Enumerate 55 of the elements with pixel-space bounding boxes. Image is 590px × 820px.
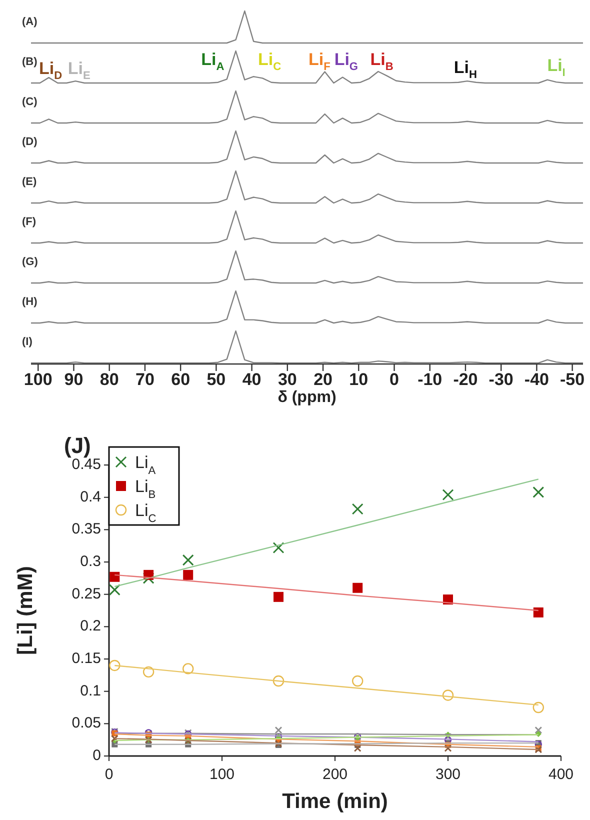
y-tick-label: 0.4 — [80, 488, 101, 506]
x-tick-label: 20 — [314, 370, 332, 389]
annotation: Li$_{B}$ — [370, 50, 394, 73]
x-tick-label: 40 — [242, 370, 262, 389]
x-tick-label: 100 — [209, 766, 235, 783]
x-tick-label: 300 — [435, 766, 461, 783]
annotation: (G) — [22, 256, 38, 268]
x-tick-label: -50 — [560, 370, 585, 389]
y-tick-label: 0.25 — [72, 585, 101, 602]
y-tick-label: 0.05 — [72, 714, 101, 732]
x-tick-label: 400 — [548, 766, 574, 783]
annotation: Li$_{A}$ — [201, 50, 224, 73]
annotation: (E) — [22, 176, 37, 188]
x-tick-label: 0 — [104, 766, 114, 783]
annotation: (H) — [22, 296, 38, 308]
y-tick-label: 0.2 — [80, 618, 101, 635]
annotation: (A) — [22, 16, 38, 28]
x-tick-label: 70 — [136, 370, 154, 389]
x-tick-label: 80 — [100, 370, 119, 389]
annotation: Li$_{G}$ — [334, 50, 358, 73]
x-tick-label: 30 — [278, 370, 297, 389]
annotation: (I) — [22, 336, 33, 348]
x-axis-title: Time (min) — [282, 790, 388, 813]
annotation: Li$_{D}$ — [39, 59, 62, 82]
x-tick-label: -20 — [453, 370, 478, 389]
legend-label: Li$_{C}$ — [135, 501, 156, 525]
x-tick-label: -10 — [418, 370, 442, 389]
y-tick-label: 0.3 — [80, 552, 101, 570]
x-tick-label: -30 — [488, 370, 514, 389]
annotation: Li$_{I}$ — [547, 56, 566, 79]
x-tick-label: 90 — [64, 370, 84, 389]
annotation: Li$_{F}$ — [308, 50, 331, 73]
y-tick-label: 0.15 — [72, 650, 101, 667]
y-tick-label: 0.1 — [80, 682, 101, 700]
x-tick-label: 50 — [206, 370, 226, 389]
x-tick-label: 60 — [171, 370, 190, 389]
x-axis-title: δ (ppm) — [278, 389, 336, 406]
annotation: Li$_{H}$ — [454, 58, 478, 81]
x-tick-label: 200 — [322, 766, 348, 783]
x-tick-label: 100 — [24, 370, 52, 389]
y-axis-title: [Li] (mM) — [14, 566, 37, 655]
annotation: (C) — [22, 96, 38, 108]
y-tick-label: 0.35 — [72, 520, 101, 538]
annotation: (D) — [22, 136, 38, 148]
annotation: (F) — [22, 216, 36, 228]
annotation: Li$_{C}$ — [258, 50, 282, 73]
y-tick-label: 0 — [92, 746, 101, 764]
annotation: (B) — [22, 56, 38, 68]
annotation: Li$_{E}$ — [68, 59, 90, 82]
x-tick-label: 0 — [390, 370, 399, 389]
legend-label: Li$_{A}$ — [135, 453, 156, 477]
text: (J) — [64, 433, 91, 458]
x-tick-label: -40 — [524, 370, 549, 389]
legend-label: Li$_{B}$ — [135, 477, 156, 501]
x-tick-label: 10 — [349, 370, 368, 389]
